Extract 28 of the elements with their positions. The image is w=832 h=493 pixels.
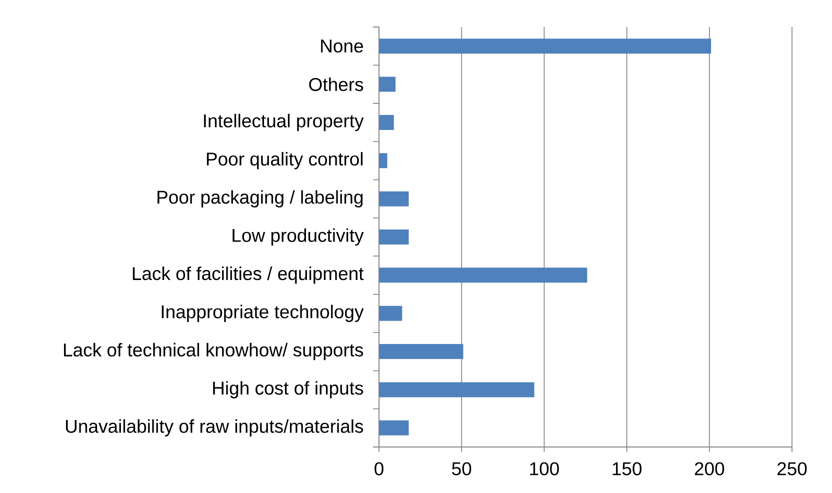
bar [379,191,409,206]
y-tick-label: Intellectual property [204,114,364,132]
x-tick-label: 150 [612,462,642,476]
bar [379,114,394,130]
y-tick-label: Unavailability of raw inputs/materials [66,419,364,437]
x-tick-label: 50 [452,462,472,476]
bar [379,230,409,245]
y-tick-label: Lack of technical knowhow/ supports [64,342,364,360]
y-tick-label: None [321,40,363,53]
bar [379,306,402,321]
y-tick-label: Lack of facilities / equipment [132,266,364,284]
y-tick-label: Poor quality control [206,152,363,170]
x-tick-label: 200 [694,462,724,476]
y-tick-label: Inappropriate technology [162,304,364,322]
bar [379,153,388,168]
y-tick-label: High cost of inputs [213,381,364,398]
bar [379,38,712,54]
x-tick-label: 100 [530,462,559,476]
bar [379,344,464,360]
y-tick-label: Low productivity [232,228,364,246]
y-tick-label: Others [309,77,364,92]
y-tick-label: Poor packaging / labeling [158,190,363,208]
bar [379,382,534,398]
bar [379,76,396,92]
x-tick-label: 250 [778,462,807,476]
bar [379,420,409,436]
bar [379,268,588,283]
x-tick-label: 0 [374,462,384,476]
